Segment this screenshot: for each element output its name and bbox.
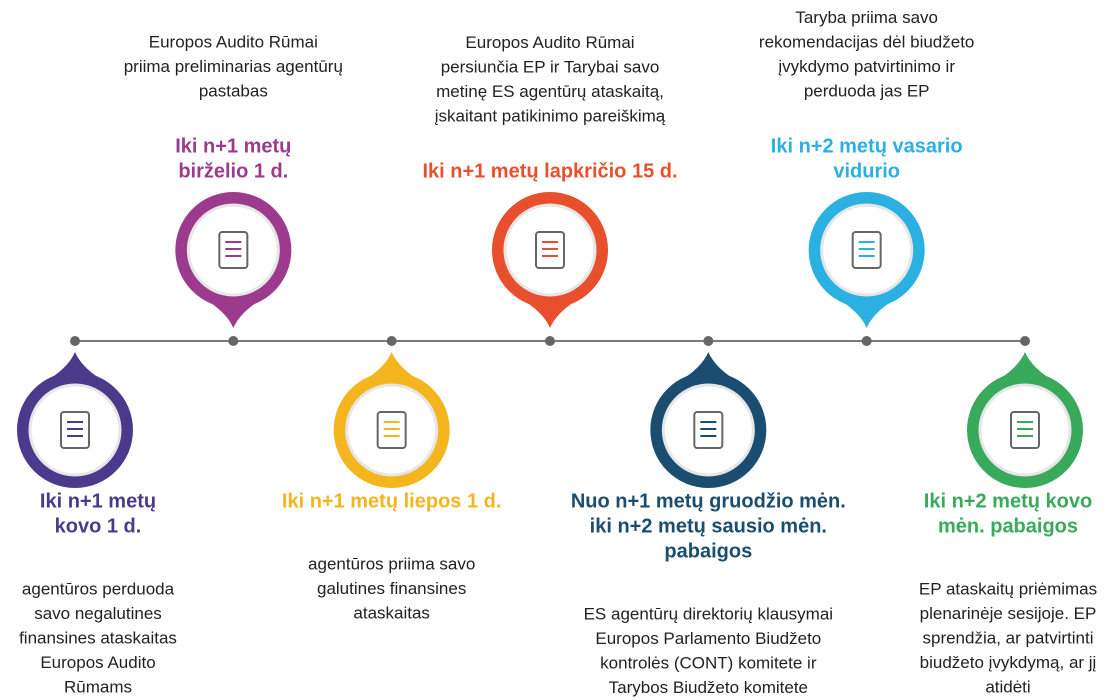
- step-description: priima preliminarias agentūrų: [124, 57, 343, 76]
- step-description: biudžeto įvykdymą, ar jį: [920, 653, 1097, 672]
- timeline-step: Iki n+1 metų kovo 1 d. agentūros perduoda s…: [17, 336, 177, 696]
- step-date: iki n+2 metų sausio mėn.: [590, 515, 827, 537]
- step-description: rekomendacijas dėl biudžeto: [759, 32, 974, 51]
- pin-tip: [367, 352, 416, 378]
- timeline-dot: [703, 336, 714, 346]
- step-date: birželio 1 d.: [178, 160, 288, 182]
- step-description: kontrolės (CONT) komitete ir: [600, 653, 817, 672]
- step-date: Iki n+1 metų: [40, 490, 156, 512]
- step-description: atidėti: [985, 677, 1030, 696]
- step-date: Iki n+2 metų kovo: [924, 490, 1092, 512]
- timeline-step: Iki n+1 metų lapkričio 15 d. Europos Audi…: [422, 33, 678, 346]
- step-description: pastabas: [199, 81, 268, 100]
- step-description: agentūros perduoda: [22, 579, 175, 598]
- step-description: perduoda jas EP: [804, 81, 930, 100]
- step-description: finansines ataskaitas: [19, 628, 177, 647]
- icon: [218, 231, 249, 269]
- timeline-dot: [70, 336, 80, 346]
- step-description: galutines finansines: [317, 579, 466, 598]
- timeline-step: Iki n+2 metų vasario vidurio Taryba priima…: [759, 8, 974, 346]
- pin-tip: [684, 352, 733, 378]
- pin-tip: [842, 302, 891, 328]
- timeline-dot: [386, 336, 397, 346]
- step-description: metinę ES agentūrų ataskaitą,: [436, 82, 664, 101]
- step-date: Nuo n+1 metų gruodžio mėn.: [571, 490, 846, 512]
- timeline-dot: [545, 336, 555, 346]
- step-description: sprendžia, ar patvirtinti: [922, 628, 1093, 647]
- step-description: EP ataskaitų priėmimas: [919, 579, 1097, 598]
- icon: [1010, 411, 1040, 449]
- step-description: Taryba priima savo: [795, 8, 938, 27]
- timeline-step: Iki n+1 metų birželio 1 d. Europos Audito …: [124, 32, 343, 346]
- step-description: Europos Audito: [40, 653, 155, 672]
- step-date: Iki n+1 metų: [175, 135, 291, 157]
- timeline-step: Iki n+1 metų liepos 1 d. agentūros priima…: [282, 336, 502, 622]
- icon: [851, 231, 882, 269]
- timeline-step: Iki n+2 metų kovo mėn. pabaigos EP ataskai…: [919, 336, 1097, 696]
- step-description: Tarybos Biudžeto komitete: [609, 678, 808, 697]
- step-description: Europos Parlamento Biudžeto: [595, 629, 821, 648]
- step-description: plenarinėje sesijoje. EP: [920, 604, 1097, 623]
- step-description: įskaitant patikinimo pareiškimą: [435, 106, 666, 125]
- step-description: persiunčia EP ir Tarybai savo: [441, 57, 660, 76]
- timeline-step: Nuo n+1 metų gruodžio mėn. iki n+2 metų s…: [571, 336, 846, 697]
- step-description: Europos Audito Rūmai: [465, 33, 634, 52]
- step-description: Europos Audito Rūmai: [149, 32, 318, 51]
- timeline-dot: [228, 336, 239, 346]
- step-date: Iki n+1 metų lapkričio 15 d.: [422, 160, 677, 182]
- pin-tip: [209, 302, 258, 328]
- icon: [535, 231, 565, 269]
- pin-tip: [51, 352, 99, 378]
- timeline-dot: [1020, 336, 1030, 346]
- step-description: įvykdymo patvirtinimo ir: [778, 57, 955, 76]
- pin-tip: [1001, 352, 1049, 378]
- step-description: ES agentūrų direktorių klausymai: [584, 604, 833, 623]
- step-description: savo negalutines: [34, 604, 162, 623]
- pin-tip: [526, 302, 574, 328]
- step-description: ataskaitas: [353, 603, 430, 622]
- step-date: vidurio: [833, 160, 900, 182]
- step-date: Iki n+1 metų liepos 1 d.: [282, 490, 502, 512]
- step-description: agentūros priima savo: [308, 554, 475, 573]
- step-date: mėn. pabaigos: [938, 515, 1078, 537]
- icon: [376, 411, 407, 449]
- icon: [60, 411, 90, 449]
- icon: [693, 411, 724, 449]
- step-date: Iki n+2 metų vasario: [771, 135, 963, 157]
- step-date: pabaigos: [664, 540, 752, 562]
- step-description: Rūmams: [64, 677, 132, 696]
- timeline-dot: [861, 336, 872, 346]
- step-date: kovo 1 d.: [55, 515, 142, 537]
